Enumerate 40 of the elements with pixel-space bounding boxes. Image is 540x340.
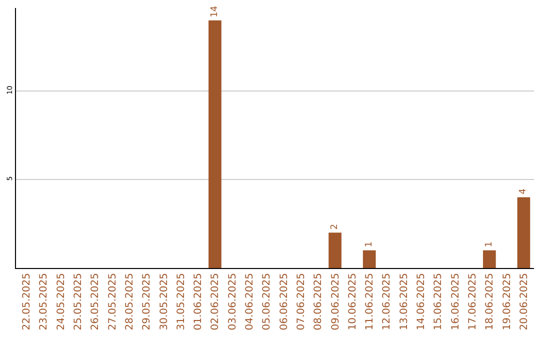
x-tick-label: 19.06.2025 (502, 273, 513, 330)
x-tick-label: 09.06.2025 (330, 273, 342, 330)
x-tick-label: 18.06.2025 (484, 273, 496, 330)
x-tick-label: 12.06.2025 (382, 273, 393, 330)
x-tick-label: 27.05.2025 (107, 273, 118, 330)
x-tick-label: 06.06.2025 (278, 273, 290, 330)
bar (208, 20, 222, 268)
x-tick-label: 25.05.2025 (73, 273, 84, 330)
x-tick-label: 10.06.2025 (347, 273, 358, 330)
x-tick-label: 16.06.2025 (450, 273, 462, 330)
data-label: 14 (210, 6, 220, 18)
x-tick-label: 28.05.2025 (124, 273, 136, 330)
x-tick-label: 14.06.2025 (416, 273, 428, 330)
bar (362, 250, 376, 268)
x-tick-label: 23.05.2025 (38, 273, 50, 330)
x-tick-label: 24.05.2025 (56, 273, 67, 330)
x-tick-label: 22.05.2025 (22, 273, 33, 330)
x-tick-label: 05.06.2025 (262, 273, 273, 330)
bar (328, 232, 342, 268)
data-label: 4 (518, 188, 529, 194)
x-tick-label: 13.06.2025 (398, 273, 410, 330)
data-label: 2 (330, 224, 340, 230)
x-tick-label: 08.06.2025 (313, 273, 324, 330)
x-tick-label: 15.06.2025 (433, 273, 444, 330)
data-label: 1 (484, 242, 494, 248)
x-tick-label: 02.06.2025 (210, 273, 222, 330)
data-label: 1 (364, 242, 374, 248)
x-tick-label: 29.05.2025 (142, 273, 153, 330)
x-tick-label: 17.06.2025 (468, 273, 478, 330)
x-tick-label: 11.06.2025 (364, 273, 376, 330)
x-tick-label: 01.06.2025 (193, 273, 204, 330)
x-tick-label: 20.06.2025 (518, 273, 530, 330)
x-tick-label: 04.06.2025 (244, 273, 256, 330)
x-tick-label: 31.05.2025 (176, 273, 187, 330)
x-tick-label: 03.06.2025 (227, 273, 238, 330)
bar (517, 197, 530, 268)
x-tick-label: 30.05.2025 (158, 273, 170, 330)
x-tick-label: 07.06.2025 (296, 273, 307, 330)
bar (482, 250, 496, 268)
x-tick-label: 26.05.2025 (90, 273, 102, 330)
